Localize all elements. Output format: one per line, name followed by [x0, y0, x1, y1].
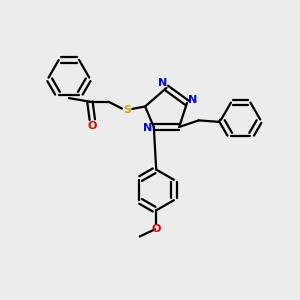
Text: N: N	[158, 77, 167, 88]
Text: N: N	[188, 95, 197, 105]
Text: N: N	[143, 124, 152, 134]
Text: S: S	[123, 105, 131, 115]
Text: O: O	[88, 121, 97, 131]
Text: O: O	[152, 224, 161, 234]
